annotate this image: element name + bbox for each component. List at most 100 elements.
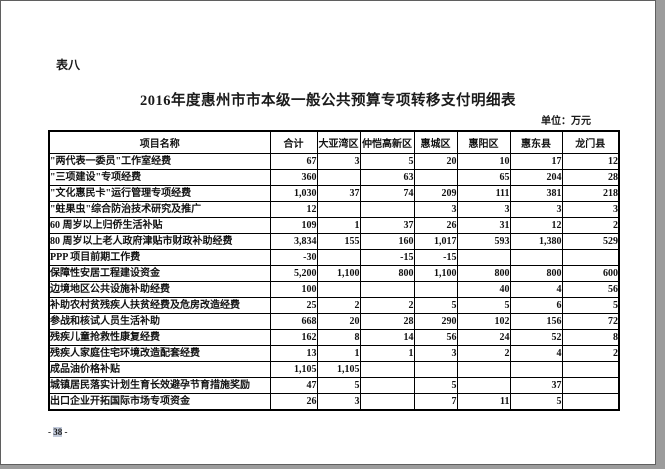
value-cell: [561, 393, 620, 411]
value-cell: 37: [316, 185, 361, 202]
value-cell: 4: [509, 281, 563, 298]
project-name-cell: 保障性安居工程建设资金: [48, 265, 271, 282]
value-cell: 1,100: [413, 265, 458, 282]
table-row: "三项建设"专项经费 360 63 65 204 28: [48, 169, 620, 186]
project-name-cell: 补助农村贫残疾人扶贫经费及危房改造经费: [48, 297, 271, 314]
value-cell: [413, 361, 458, 378]
value-cell: 100: [269, 281, 318, 298]
table-row: PPP 项目前期工作费 -30 -15 -15: [48, 249, 620, 266]
value-cell: 800: [456, 265, 511, 282]
value-cell: 1: [316, 217, 361, 234]
column-header: 龙门县: [561, 130, 620, 154]
value-cell: [413, 281, 458, 298]
value-cell: 5: [413, 297, 458, 314]
project-name-cell: "三项建设"专项经费: [48, 169, 271, 186]
value-cell: 2: [359, 297, 415, 314]
value-cell: 800: [359, 265, 415, 282]
value-cell: 3: [413, 345, 458, 362]
column-header: 合计: [269, 130, 318, 154]
value-cell: 381: [509, 185, 563, 202]
table-row: 成品油价格补贴 1,105 1,105: [48, 361, 620, 378]
value-cell: [359, 377, 415, 394]
value-cell: 156: [509, 313, 563, 330]
project-name-cell: 参战和核试人员生活补助: [48, 313, 271, 330]
project-name-cell: 80 周岁以上老人政府津贴市财政补助经费: [48, 233, 271, 250]
value-cell: 8: [561, 329, 620, 346]
value-cell: 4: [509, 345, 563, 362]
value-cell: 8: [316, 329, 361, 346]
page-number-value: 38: [53, 427, 63, 437]
value-cell: -30: [269, 249, 318, 266]
value-cell: 12: [561, 153, 620, 170]
table-row: "两代表一委员"工作室经费 67 3 5 20 10 17 12: [48, 153, 620, 170]
value-cell: 52: [509, 329, 563, 346]
table-row: 出口企业开拓国际市场专项资金 26 3 7 11 5: [48, 393, 620, 411]
table-row: 残疾人家庭住宅环境改造配套经费 13 1 1 3 2 4 2: [48, 345, 620, 362]
table-row: 补助农村贫残疾人扶贫经费及危房改造经费 25 2 2 5 5 6 5: [48, 297, 620, 314]
value-cell: [561, 377, 620, 394]
value-cell: 2: [456, 345, 511, 362]
document-page: 表八 2016年度惠州市市本级一般公共预算专项转移支付明细表 单位：万元 项目名…: [0, 0, 656, 465]
value-cell: 668: [269, 313, 318, 330]
table-number-label: 表八: [56, 58, 81, 72]
value-cell: [359, 393, 415, 411]
value-cell: 1: [359, 345, 415, 362]
table-row: "蛀果虫"综合防治技术研究及推广 12 3 3 3 3: [48, 201, 620, 218]
value-cell: 5,200: [269, 265, 318, 282]
value-cell: -15: [413, 249, 458, 266]
value-cell: 28: [561, 169, 620, 186]
table-row: "文化惠民卡"运行管理专项经费 1,030 37 74 209 111 381 218: [48, 185, 620, 202]
page-number: - 38 -: [48, 427, 68, 437]
value-cell: 12: [509, 217, 563, 234]
table-row: 城镇居民落实计划生育长效避孕节育措施奖励 47 5 5 37: [48, 377, 620, 394]
project-name-cell: "两代表一委员"工作室经费: [48, 153, 271, 170]
value-cell: [413, 169, 458, 186]
page-number-prefix: -: [48, 427, 54, 437]
project-name-cell: "蛀果虫"综合防治技术研究及推广: [48, 201, 271, 218]
column-header: 惠东县: [509, 130, 563, 154]
value-cell: 31: [456, 217, 511, 234]
value-cell: 209: [413, 185, 458, 202]
value-cell: 6: [509, 297, 563, 314]
value-cell: 160: [359, 233, 415, 250]
value-cell: 5: [359, 153, 415, 170]
value-cell: 3: [316, 393, 361, 411]
value-cell: [561, 249, 620, 266]
value-cell: 593: [456, 233, 511, 250]
value-cell: [456, 377, 511, 394]
document-title: 2016年度惠州市市本级一般公共预算专项转移支付明细表: [140, 93, 516, 109]
column-header: 项目名称: [48, 130, 271, 154]
value-cell: 3: [509, 201, 563, 218]
value-cell: -15: [359, 249, 415, 266]
value-cell: 14: [359, 329, 415, 346]
value-cell: 56: [561, 281, 620, 298]
value-cell: [359, 201, 415, 218]
value-cell: 3: [316, 153, 361, 170]
value-cell: 1: [316, 345, 361, 362]
value-cell: 5: [413, 377, 458, 394]
value-cell: 800: [509, 265, 563, 282]
value-cell: 2: [561, 345, 620, 362]
unit-label: 单位：万元: [541, 116, 591, 127]
value-cell: [509, 249, 563, 266]
value-cell: 20: [316, 313, 361, 330]
value-cell: 360: [269, 169, 318, 186]
value-cell: 5: [509, 393, 563, 411]
value-cell: 28: [359, 313, 415, 330]
value-cell: 529: [561, 233, 620, 250]
page-number-suffix: -: [62, 427, 68, 437]
value-cell: 5: [316, 377, 361, 394]
value-cell: 1,105: [316, 361, 361, 378]
project-name-cell: 城镇居民落实计划生育长效避孕节育措施奖励: [48, 377, 271, 394]
value-cell: [359, 281, 415, 298]
value-cell: 74: [359, 185, 415, 202]
project-name-cell: 出口企业开拓国际市场专项资金: [48, 393, 271, 411]
value-cell: 12: [269, 201, 318, 218]
table-row: 60 周岁以上归侨生活补贴 109 1 37 26 31 12 2: [48, 217, 620, 234]
value-cell: 155: [316, 233, 361, 250]
value-cell: 3: [456, 201, 511, 218]
project-name-cell: 残疾儿童抢救性康复经费: [48, 329, 271, 346]
column-header: 仲恺高新区: [359, 130, 415, 154]
value-cell: 1,105: [269, 361, 318, 378]
column-header: 大亚湾区: [316, 130, 361, 154]
